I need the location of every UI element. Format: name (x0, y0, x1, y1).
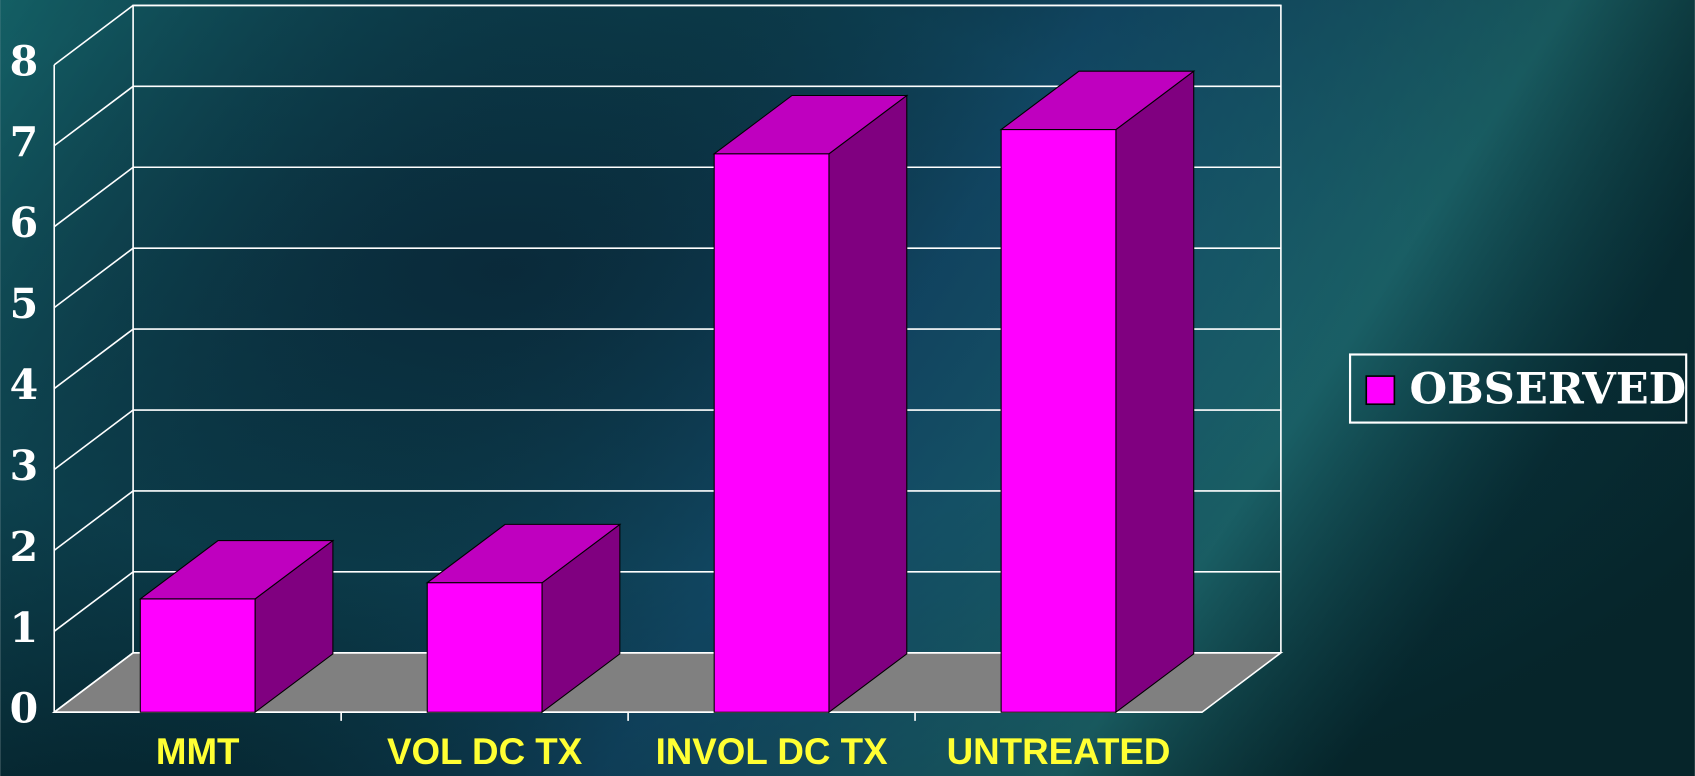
side-grid-line (53, 166, 134, 228)
side-grid-line (53, 4, 134, 66)
bar (426, 582, 543, 713)
x-tick-label: VOL DC TX (387, 731, 583, 772)
side-grid-line (53, 571, 134, 632)
y-tick-label: 4 (10, 360, 39, 409)
y-tick-label: 5 (10, 279, 39, 328)
bar-side (1115, 70, 1195, 714)
x-tick-label: UNTREATED (947, 731, 1171, 772)
y-tick-label: 8 (10, 36, 39, 85)
x-tick-label: INVOL DC TX (656, 731, 888, 772)
y-tick-label: 6 (10, 198, 39, 247)
x-tick-label: MMT (156, 731, 240, 772)
y-tick-label: 1 (10, 603, 39, 652)
legend-box (1348, 353, 1688, 424)
side-grid-line (53, 328, 134, 390)
side-grid-line (53, 247, 134, 309)
y-tick-label: 7 (10, 117, 39, 166)
side-grid-line (53, 85, 134, 147)
bar-side (828, 94, 908, 714)
y-tick-label: 3 (10, 441, 39, 490)
plot-area: 0 1 2 3 4 5 6 7 8 MMT VOL DC TX INVOL DC TX UNTREATE… (10, 4, 1688, 772)
side-grid-line (53, 490, 134, 552)
bar (1000, 129, 1117, 713)
bar (713, 153, 830, 713)
legend-label: OBSERVED (1410, 363, 1687, 414)
y-tick-label: 0 (10, 684, 39, 733)
legend-swatch (1365, 375, 1396, 406)
y-tick-label: 2 (10, 522, 39, 571)
bar (139, 598, 256, 713)
side-grid-line (53, 652, 134, 713)
side-grid-line (53, 409, 134, 471)
